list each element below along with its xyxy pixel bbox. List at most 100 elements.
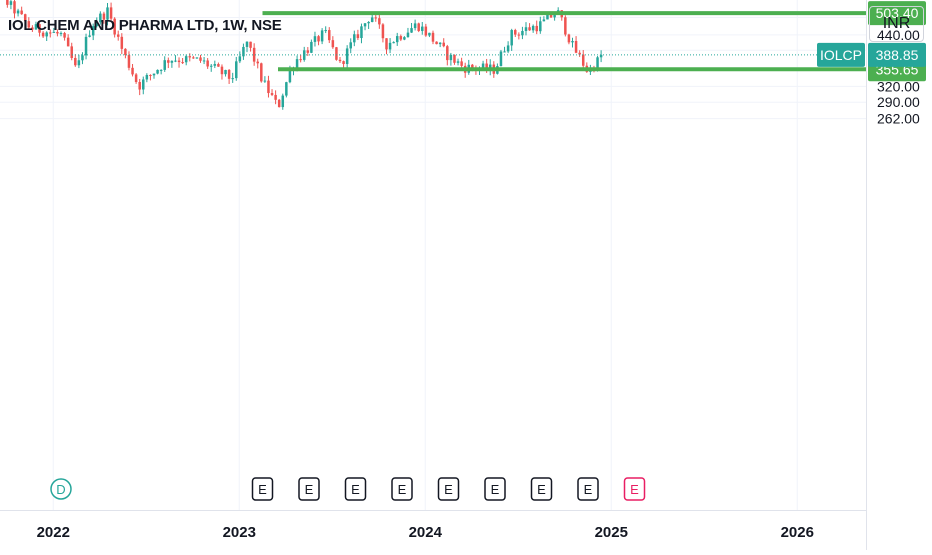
candle-body: [131, 67, 134, 75]
earnings-marker[interactable]: [298, 477, 320, 501]
candle-body: [342, 61, 345, 65]
candle-body: [388, 42, 392, 50]
earnings-marker[interactable]: [577, 477, 599, 501]
candle-body: [56, 31, 59, 34]
candle-body: [263, 80, 267, 82]
candle-body: [256, 61, 259, 64]
candle-body: [438, 42, 442, 45]
candle-body: [188, 56, 192, 58]
candle-body: [546, 14, 549, 20]
candle-body: [16, 10, 20, 14]
y-tick-label: 440.00: [877, 27, 920, 43]
earnings-marker[interactable]: [530, 477, 553, 501]
level-price-label: 503.40: [876, 5, 919, 21]
symbol-tag-label: IOLCP: [820, 47, 862, 63]
candle-body: [356, 34, 360, 39]
candle-body: [574, 40, 578, 53]
currency-button[interactable]: INR: [869, 6, 924, 42]
candle-body: [499, 51, 503, 67]
candle-body: [295, 59, 299, 69]
candle-body: [378, 18, 381, 25]
earnings-marker-label: E: [537, 482, 546, 497]
price-axis[interactable]: [866, 0, 932, 550]
candle-body: [349, 42, 352, 49]
candle-body: [542, 19, 546, 22]
candle-body: [413, 23, 417, 29]
dividend-marker-label: D: [56, 482, 65, 497]
candle-body: [317, 36, 320, 42]
candle-body: [84, 36, 88, 56]
candle-body: [52, 31, 56, 33]
candle-body: [88, 35, 91, 37]
candle-body: [170, 60, 174, 63]
x-tick-label: 2023: [223, 524, 256, 541]
candle-body: [206, 60, 209, 67]
earnings-marker[interactable]: [391, 477, 413, 501]
candle-body: [531, 25, 535, 31]
candle-body: [138, 81, 141, 90]
earnings-marker-label: E: [444, 482, 453, 497]
candle-body: [306, 50, 310, 53]
candle-body: [95, 22, 99, 27]
candle-body: [403, 37, 406, 40]
candle-body: [510, 30, 513, 46]
candle-body: [488, 64, 492, 70]
level-price-tag: [868, 1, 926, 26]
candle-body: [238, 56, 242, 62]
candle-body: [503, 51, 506, 53]
dividend-marker[interactable]: [50, 478, 72, 500]
candle-body: [242, 46, 245, 57]
candle-body: [145, 75, 149, 80]
candle-body: [571, 40, 574, 43]
candle-body: [442, 42, 445, 47]
y-tick-label: 262.00: [877, 111, 920, 127]
candle-body: [277, 99, 281, 108]
chart-title: IOL CHEM AND PHARMA LTD, 1W, NSE: [8, 17, 282, 34]
candle-body: [63, 33, 66, 38]
earnings-marker-label: E: [491, 482, 500, 497]
candle-body: [99, 13, 102, 23]
candle-body: [324, 30, 327, 32]
candle-body: [152, 73, 156, 76]
candle-body: [460, 61, 463, 66]
symbol-tag[interactable]: [817, 42, 865, 67]
candle-body: [6, 0, 9, 5]
candle-body: [453, 54, 456, 63]
earnings-marker-label: E: [630, 482, 639, 497]
candle-body: [109, 7, 113, 19]
earnings-marker[interactable]: [437, 477, 460, 501]
candle-body: [245, 41, 249, 47]
candle-body: [392, 42, 395, 44]
candle-body: [134, 74, 138, 82]
candle-body: [124, 48, 127, 56]
candle-body: [395, 36, 399, 43]
candle-body: [41, 32, 45, 37]
candle-body: [38, 24, 41, 33]
candle-body: [217, 64, 220, 67]
candle-body: [260, 63, 263, 82]
candle-body: [202, 60, 206, 62]
earnings-marker[interactable]: [344, 477, 367, 501]
candle-body: [360, 26, 363, 39]
candle-body: [91, 26, 95, 36]
x-tick-label: 2024: [409, 524, 443, 541]
candle-body: [184, 56, 188, 63]
candle-body: [66, 37, 70, 47]
candle-body: [127, 55, 131, 68]
candle-body: [331, 40, 335, 48]
candle-body: [363, 23, 367, 27]
candle-body: [335, 47, 338, 60]
candle-body: [174, 60, 177, 62]
time-axis[interactable]: [0, 510, 932, 550]
earnings-marker[interactable]: [251, 477, 274, 501]
earnings-marker[interactable]: [484, 477, 506, 501]
candle-body: [227, 69, 231, 79]
candle-body: [385, 38, 388, 50]
candle-body: [159, 69, 163, 71]
candle-body: [116, 34, 120, 37]
candle-body: [113, 18, 116, 35]
earnings-marker[interactable]: [623, 477, 646, 501]
candle-body: [120, 36, 124, 49]
